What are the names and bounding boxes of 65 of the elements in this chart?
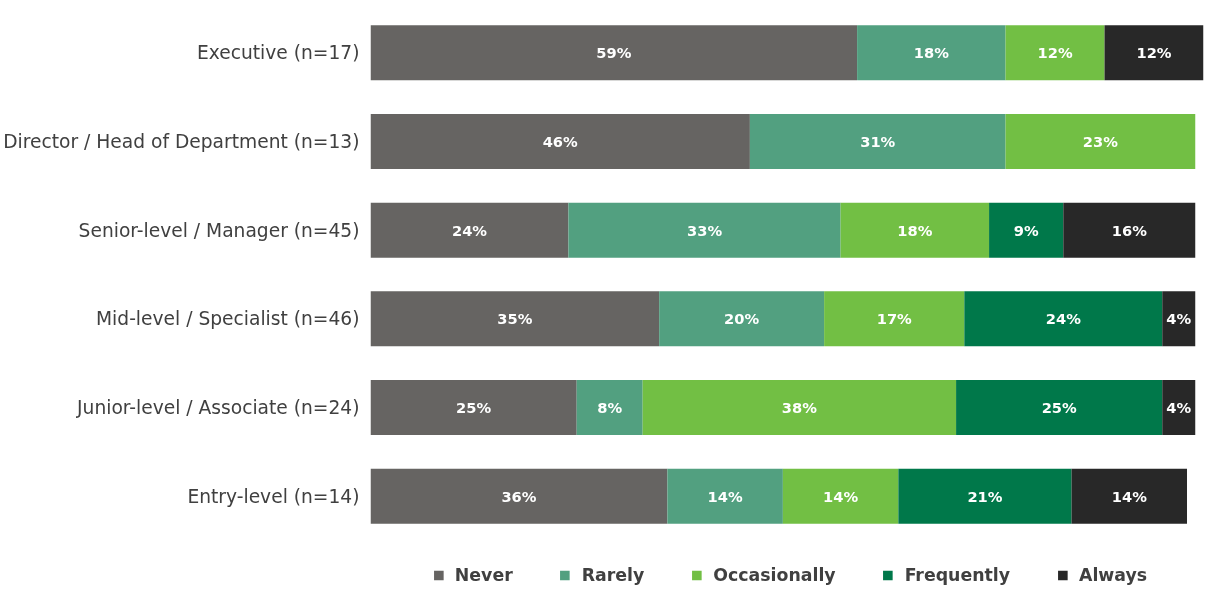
y-tick-label: Senior-level / Manager (n=45) — [78, 219, 360, 241]
data-label: 9% — [1013, 221, 1039, 239]
data-label: 14% — [707, 487, 743, 505]
bar — [1071, 468, 1188, 524]
bar — [370, 380, 577, 435]
bar — [568, 202, 841, 258]
legend-label: Rarely — [581, 565, 645, 585]
legend-label: Occasionally — [713, 565, 836, 585]
legend-label: Never — [454, 565, 513, 585]
data-label: 25% — [456, 399, 492, 416]
data-label: 20% — [724, 310, 760, 328]
bar — [824, 291, 965, 347]
data-label: 14% — [1111, 487, 1148, 505]
data-label: 36% — [501, 487, 537, 505]
y-tick-label: Junior-level / Associate (n=24) — [76, 397, 360, 418]
data-label: 4% — [1166, 310, 1192, 328]
bar — [1104, 25, 1204, 81]
bar — [1005, 25, 1105, 81]
bar — [576, 380, 643, 435]
data-label: 18% — [913, 44, 950, 62]
data-label: 21% — [967, 487, 1003, 505]
data-label: 46% — [542, 133, 579, 150]
bar — [1005, 114, 1196, 169]
bar — [659, 291, 825, 347]
data-label: 16% — [1111, 221, 1148, 239]
data-label: 12% — [1136, 44, 1172, 62]
data-label: 12% — [1037, 44, 1073, 62]
bar — [898, 468, 1072, 524]
bar — [370, 291, 660, 347]
bar — [857, 25, 1006, 81]
legend-label: Always — [1079, 565, 1148, 585]
data-label: 23% — [1082, 133, 1119, 150]
bar — [667, 468, 783, 524]
data-label: 8% — [597, 399, 623, 416]
bar — [370, 25, 858, 81]
data-label: 38% — [781, 399, 818, 416]
data-label: 25% — [1041, 399, 1078, 416]
bar — [989, 202, 1064, 258]
bar — [1063, 202, 1196, 258]
bar — [370, 114, 750, 169]
bar — [964, 291, 1163, 347]
y-tick-label: Entry-level (n=14) — [187, 485, 360, 507]
data-label: 24% — [1045, 310, 1082, 328]
data-label: 31% — [860, 133, 896, 150]
bar — [749, 114, 1006, 169]
bar — [642, 380, 957, 435]
bar — [1162, 291, 1196, 347]
bar — [782, 468, 899, 524]
bar — [956, 380, 1163, 435]
data-label: 24% — [451, 221, 488, 239]
bar — [370, 468, 668, 524]
bar — [1162, 380, 1196, 435]
data-label: 35% — [497, 310, 533, 328]
y-tick-label: Director / Head of Department (n=13) — [3, 131, 360, 152]
legend-label: Frequently — [904, 565, 1011, 585]
y-tick-label: Executive (n=17) — [196, 42, 360, 64]
data-label: 18% — [897, 221, 933, 239]
data-label: 33% — [686, 221, 723, 239]
data-label: 4% — [1166, 399, 1192, 416]
data-label: 14% — [823, 487, 859, 505]
bar — [840, 202, 990, 258]
y-tick-label: Mid-level / Specialist (n=46) — [96, 308, 360, 330]
bar — [370, 202, 569, 258]
data-label: 59% — [596, 44, 632, 62]
data-label: 17% — [876, 310, 913, 328]
